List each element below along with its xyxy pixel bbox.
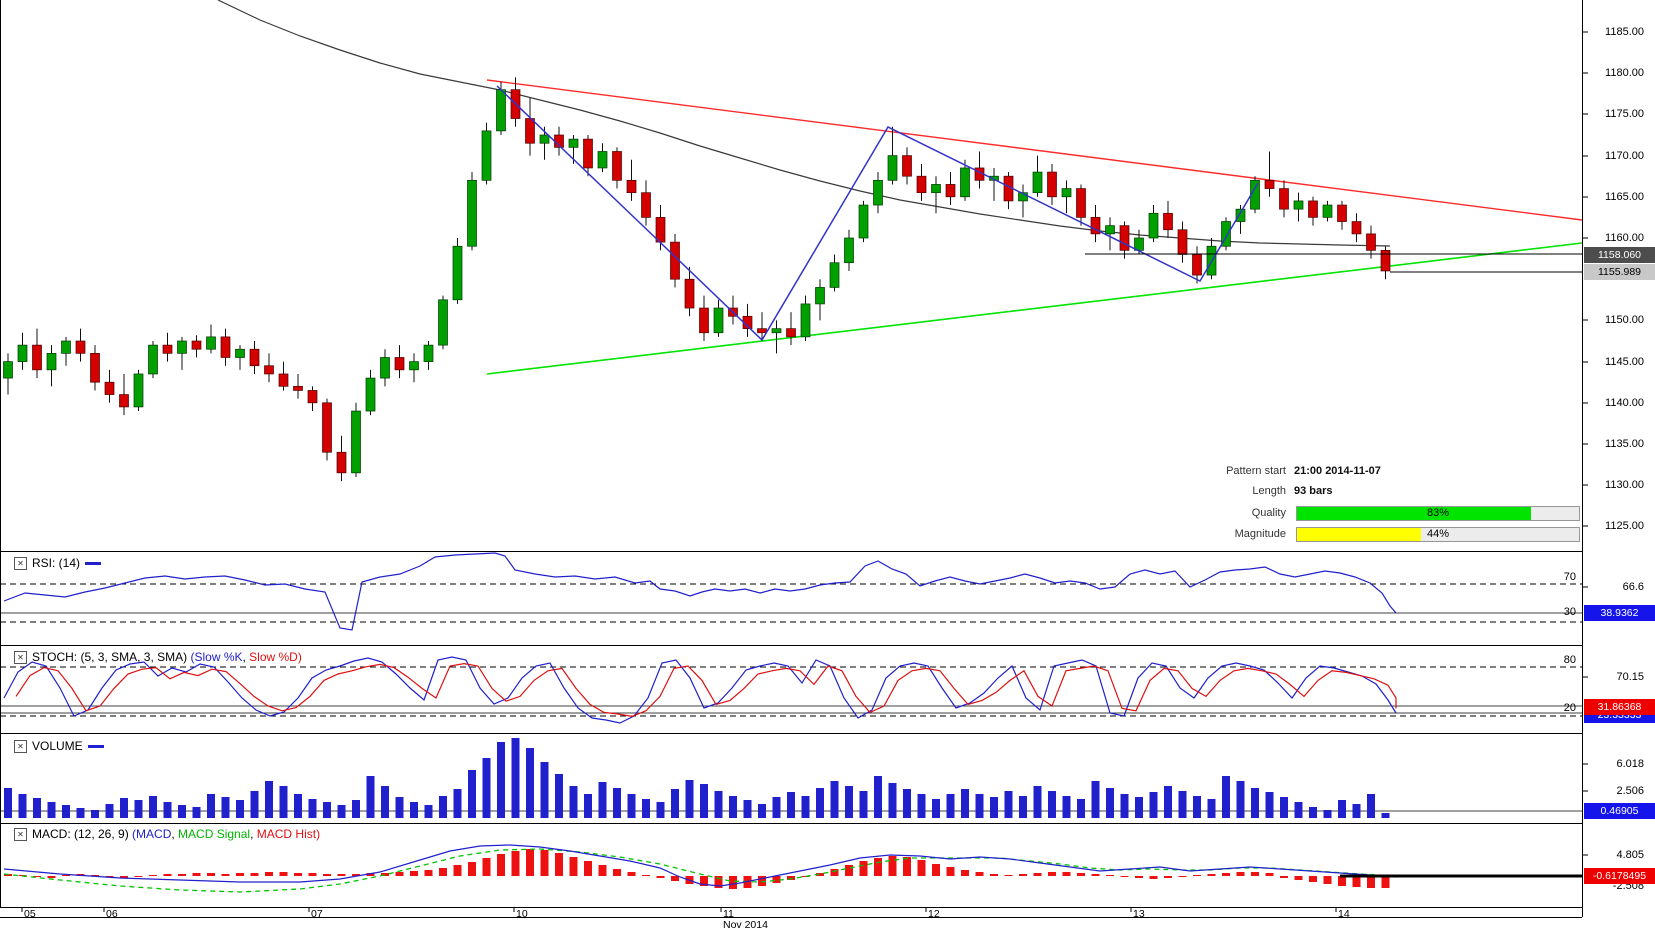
stoch-legend-slow-k: (Slow %K bbox=[190, 650, 243, 664]
magnitude-progress-fill bbox=[1297, 528, 1422, 541]
time-tick-label: 12 bbox=[928, 908, 940, 920]
rsi-title: RSI: (14) bbox=[32, 556, 81, 570]
macd-legend-macd: (MACD bbox=[132, 827, 172, 841]
volume-line-swatch bbox=[87, 744, 104, 748]
time-tick-label: 11 bbox=[723, 908, 734, 920]
magnitude-progress-bar: 44% bbox=[1296, 527, 1580, 542]
close-volume-icon[interactable]: ✕ bbox=[14, 739, 27, 753]
price-tick-label: 1135.00 bbox=[1605, 438, 1644, 450]
pattern-length-value: 93 bars bbox=[1294, 485, 1333, 497]
close-stoch-icon[interactable]: ✕ bbox=[14, 650, 27, 664]
last-price-badge: 1155.989 bbox=[1584, 264, 1655, 280]
macd-legend-signal: MACD Signal bbox=[178, 827, 251, 841]
price-tick-label: 1125.00 bbox=[1605, 520, 1644, 532]
magnitude-percent: 44% bbox=[1426, 528, 1450, 540]
quality-progress-bar: 83% bbox=[1296, 506, 1580, 521]
price-tick-label: 1150.00 bbox=[1605, 314, 1644, 326]
macd-header: ✕ MACD: (12, 26, 9) (MACD, MACD Signal, … bbox=[14, 827, 320, 841]
rsi-line-swatch bbox=[85, 561, 102, 565]
price-tick-label: 1145.00 bbox=[1605, 356, 1644, 368]
macd-title: MACD: (12, 26, 9) (MACD, MACD Signal, MA… bbox=[32, 827, 321, 841]
stoch-title: STOCH: (5, 3, SMA, 3, SMA) (Slow %K, Slo… bbox=[32, 650, 302, 664]
macd-value-badge: -0.6178495 bbox=[1584, 868, 1655, 884]
price-tick-label: 1185.00 bbox=[1605, 26, 1644, 38]
rsi-upper-level-label: 70 bbox=[1563, 571, 1576, 583]
stoch-upper-level-label: 80 bbox=[1563, 654, 1576, 666]
rsi-value-badge: 38.9362 bbox=[1584, 605, 1655, 621]
volume-tick1-label: 6.018 bbox=[1616, 758, 1644, 770]
rsi-header: ✕ RSI: (14) bbox=[14, 556, 102, 570]
price-tick-label: 1130.00 bbox=[1605, 479, 1644, 491]
month-label: Nov 2014 bbox=[723, 919, 768, 931]
current-price-badge: 1158.060 bbox=[1584, 247, 1655, 263]
rsi-lower-level-label: 30 bbox=[1563, 606, 1576, 618]
volume-header: ✕ VOLUME bbox=[14, 739, 104, 753]
stoch-slow-d-badge: 31.86368 bbox=[1584, 699, 1655, 715]
pattern-start-value: 21:00 2014-11-07 bbox=[1294, 465, 1381, 477]
volume-tick2-label: 2.506 bbox=[1616, 785, 1644, 797]
close-macd-icon[interactable]: ✕ bbox=[14, 827, 27, 841]
pattern-length-label: Length bbox=[1252, 485, 1286, 497]
time-tick-label: 07 bbox=[311, 908, 323, 920]
volume-value-badge: 0.46905 bbox=[1584, 803, 1655, 819]
stoch-legend-slow-d: Slow %D) bbox=[249, 650, 302, 664]
time-tick-label: 13 bbox=[1133, 908, 1145, 920]
quality-progress-fill bbox=[1297, 507, 1532, 520]
price-tick-label: 1180.00 bbox=[1605, 67, 1644, 79]
rsi-axis-tick-label: 66.6 bbox=[1622, 581, 1644, 593]
macd-tick-label: 4.805 bbox=[1616, 849, 1644, 861]
quality-label: Quality bbox=[1251, 507, 1286, 519]
time-tick-label: 06 bbox=[106, 908, 118, 920]
time-tick-label: 10 bbox=[516, 908, 528, 920]
close-rsi-icon[interactable]: ✕ bbox=[14, 556, 27, 570]
macd-legend-hist: MACD Hist) bbox=[256, 827, 321, 841]
price-tick-label: 1175.00 bbox=[1605, 108, 1644, 120]
stoch-lower-level-label: 20 bbox=[1563, 702, 1576, 714]
volume-title: VOLUME bbox=[32, 739, 83, 753]
price-tick-label: 1160.00 bbox=[1605, 232, 1644, 244]
magnitude-label: Magnitude bbox=[1234, 528, 1286, 540]
stoch-header: ✕ STOCH: (5, 3, SMA, 3, SMA) (Slow %K, S… bbox=[14, 650, 302, 664]
time-tick-label: 05 bbox=[24, 908, 36, 920]
stoch-axis-tick-label: 70.15 bbox=[1616, 671, 1644, 683]
price-tick-label: 1140.00 bbox=[1605, 397, 1644, 409]
price-tick-label: 1165.00 bbox=[1605, 191, 1644, 203]
time-tick-label: 14 bbox=[1338, 908, 1350, 920]
pattern-start-label: Pattern start bbox=[1226, 465, 1286, 477]
quality-percent: 83% bbox=[1426, 507, 1450, 519]
price-tick-label: 1170.00 bbox=[1605, 150, 1644, 162]
